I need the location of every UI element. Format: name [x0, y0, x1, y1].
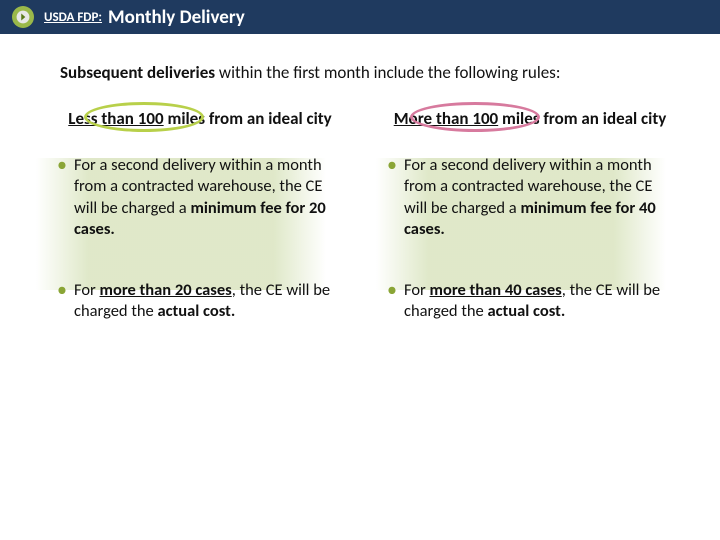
bullet-bold2: actual cost.	[487, 301, 565, 321]
bullet-icon: •	[50, 280, 74, 300]
bullet-text: For a second delivery within a month fro…	[74, 155, 350, 239]
intro-text: Subsequent deliveries within the first m…	[0, 34, 720, 102]
arrow-right-circle-icon	[12, 6, 34, 28]
column-right-header: More than 100 miles from an ideal city	[380, 102, 680, 143]
bullet-text: For a second delivery within a month fro…	[404, 155, 680, 239]
col-left-heading-rest: miles from an ideal city	[164, 108, 332, 129]
bullet-pre: For	[404, 280, 430, 300]
header-title: Monthly Delivery	[108, 6, 245, 29]
list-item: • For a second delivery within a month f…	[380, 143, 680, 239]
column-left-header: Less than 100 miles from an ideal city	[50, 102, 350, 143]
bullet-bold2: actual cost.	[157, 301, 235, 321]
bullet-pre: For	[74, 280, 100, 300]
header-prefix: USDA FDP:	[44, 10, 102, 25]
col-right-heading-rest: miles from an ideal city	[498, 108, 666, 129]
list-item: • For more than 40 cases, the CE will be…	[380, 268, 680, 322]
bullet-text: For more than 20 cases, the CE will be c…	[74, 280, 350, 322]
bullet-icon: •	[380, 280, 404, 300]
list-item: • For a second delivery within a month f…	[50, 143, 350, 239]
col-left-heading-underline: Less than 100	[68, 108, 163, 129]
list-item: • For more than 20 cases, the CE will be…	[50, 268, 350, 322]
columns-container: Less than 100 miles from an ideal city •…	[0, 102, 720, 350]
col-right-heading-underline: More than 100	[394, 108, 498, 129]
bullet-underline: more than 20 cases	[100, 280, 232, 300]
intro-bold: Subsequent deliveries	[60, 62, 215, 83]
column-right: More than 100 miles from an ideal city •…	[380, 102, 680, 350]
intro-rest: within the first month include the follo…	[215, 62, 560, 83]
slide-header: USDA FDP: Monthly Delivery	[0, 0, 720, 34]
column-left: Less than 100 miles from an ideal city •…	[50, 102, 350, 350]
bullet-icon: •	[50, 155, 74, 175]
bullet-underline: more than 40 cases	[430, 280, 562, 300]
bullet-icon: •	[380, 155, 404, 175]
bullet-text: For more than 40 cases, the CE will be c…	[404, 280, 680, 322]
